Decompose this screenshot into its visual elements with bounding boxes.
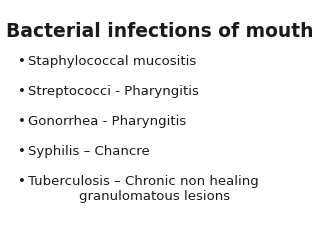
Text: •: • <box>18 115 26 128</box>
Text: •: • <box>18 55 26 68</box>
Text: Tuberculosis – Chronic non healing
            granulomatous lesions: Tuberculosis – Chronic non healing granu… <box>28 175 259 203</box>
Text: •: • <box>18 145 26 158</box>
Text: •: • <box>18 85 26 98</box>
Text: Syphilis – Chancre: Syphilis – Chancre <box>28 145 150 158</box>
Text: Gonorrhea - Pharyngitis: Gonorrhea - Pharyngitis <box>28 115 186 128</box>
Text: •: • <box>18 175 26 188</box>
Text: Bacterial infections of mouth: Bacterial infections of mouth <box>6 22 314 41</box>
Text: Staphylococcal mucositis: Staphylococcal mucositis <box>28 55 196 68</box>
Text: Streptococci - Pharyngitis: Streptococci - Pharyngitis <box>28 85 199 98</box>
